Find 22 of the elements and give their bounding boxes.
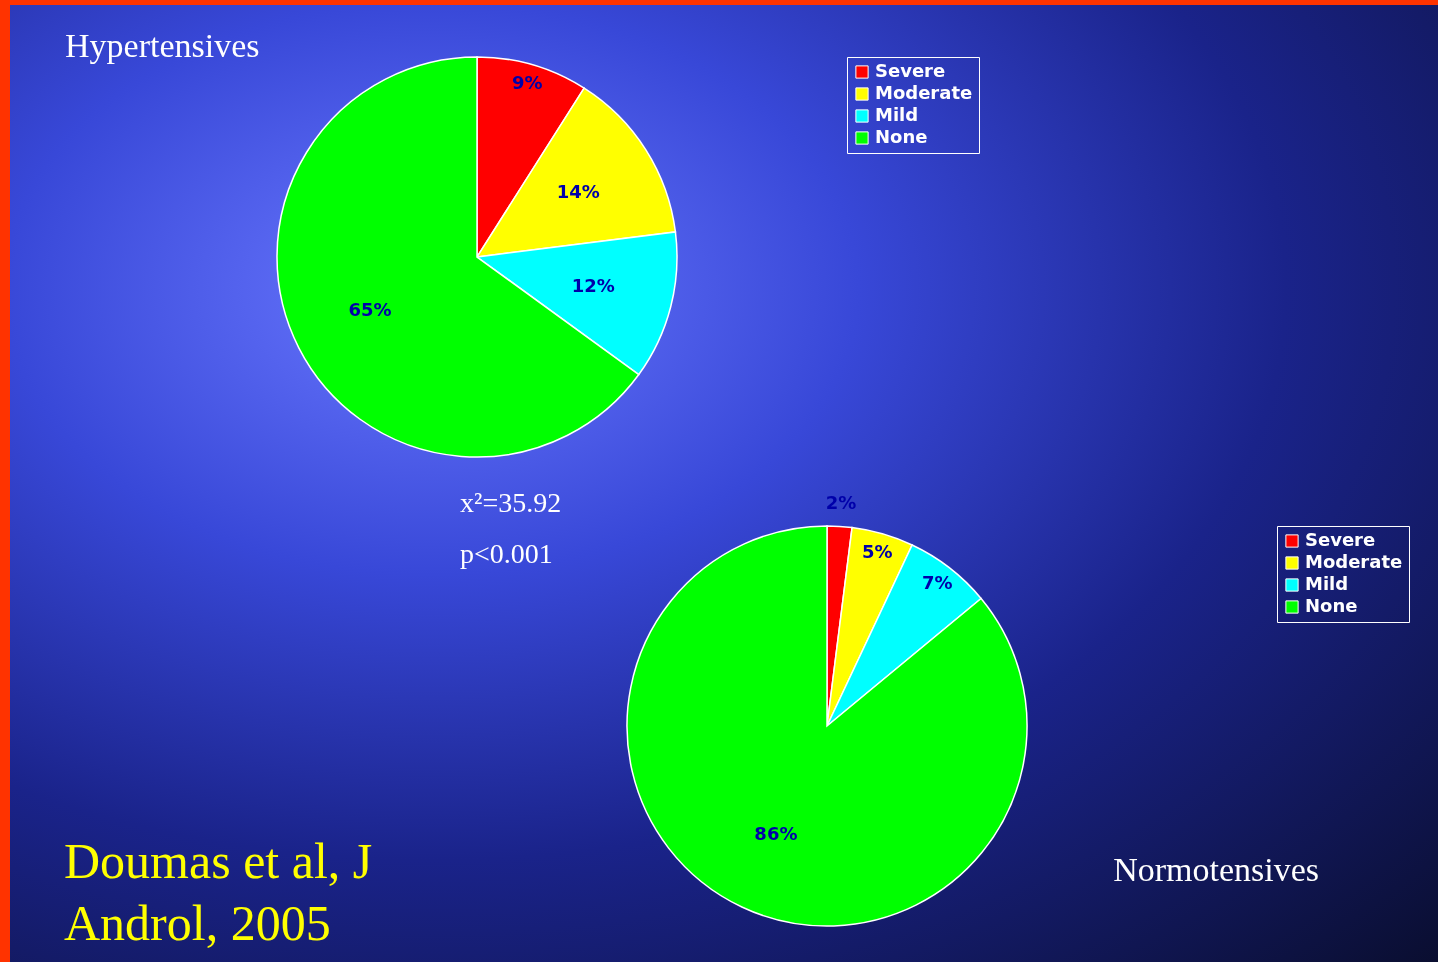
data-label: 86% — [754, 822, 798, 844]
pie-slice — [626, 525, 1028, 927]
legend-label: Moderate — [1305, 551, 1403, 572]
legend-label: Severe — [875, 60, 946, 81]
data-label: 12% — [571, 274, 615, 296]
chart-title: Hypertensives — [65, 27, 260, 64]
data-label: 2% — [825, 492, 857, 514]
legend-label: None — [1305, 595, 1358, 616]
data-label: 5% — [861, 541, 893, 563]
legend-label: None — [875, 126, 928, 147]
legend-label: Moderate — [875, 82, 973, 103]
text: x²=35.92 — [460, 487, 562, 519]
data-label: 14% — [556, 180, 600, 202]
data-label: 65% — [348, 299, 392, 321]
text: p<0.001 — [460, 538, 553, 570]
text: Doumas et al, J Androl, 2005 — [64, 832, 374, 953]
text: Normotensives — [1113, 851, 1319, 888]
data-label: 7% — [922, 571, 953, 593]
legend-label: Mild — [875, 104, 919, 125]
data-label: 9% — [511, 72, 543, 94]
legend-label: Mild — [1305, 573, 1349, 594]
legend-label: Severe — [1305, 529, 1376, 550]
